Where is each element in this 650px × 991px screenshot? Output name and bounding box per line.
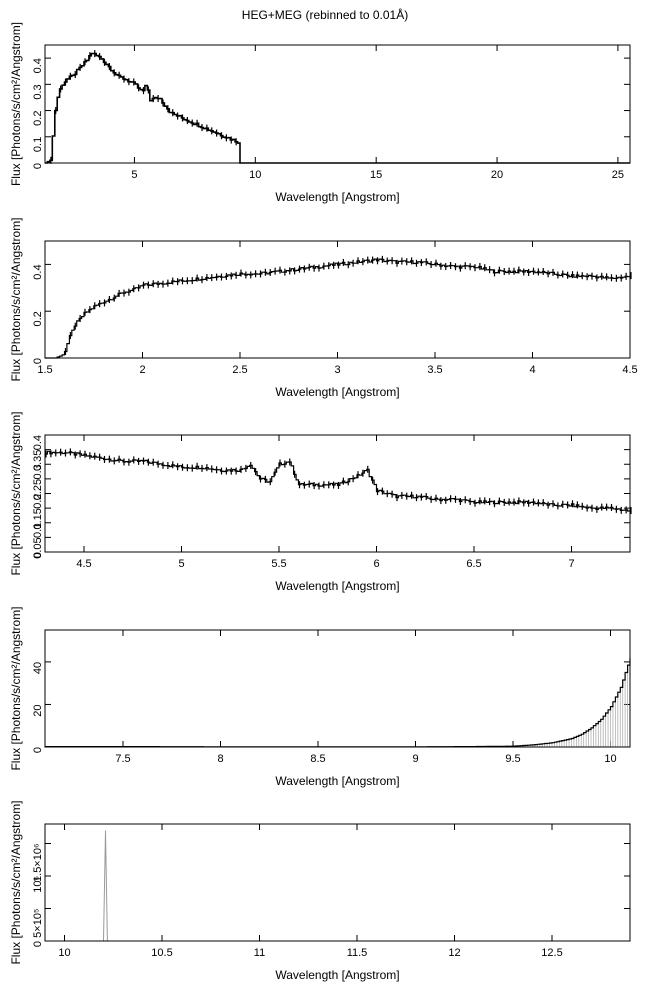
x-tick-label: 10 [249, 169, 261, 181]
y-tick-label: 0 [32, 358, 44, 364]
x-tick-label: 4.5 [76, 558, 91, 570]
x-tick-label: 1.5 [37, 364, 52, 376]
y-tick-label: 0.2 [32, 311, 44, 326]
series-line [45, 258, 631, 359]
y-tick-label: 10⁶ [32, 876, 44, 893]
x-axis-label: Wavelength [Angstrom] [275, 190, 399, 204]
error-bars [45, 448, 632, 515]
y-tick-label: 0 [32, 941, 44, 947]
chart-panel-3: 4.5 5 5.5 6 6.5 7 00.050.10.150.20.250.30.350.… [9, 411, 632, 593]
y-tick-label: 0 [32, 552, 44, 558]
x-tick-label: 15 [370, 169, 382, 181]
x-tick-label: 5 [131, 169, 137, 181]
plot-frame [44, 240, 631, 359]
plot-frame [44, 44, 631, 164]
series-line [45, 450, 631, 512]
x-tick-label: 7.5 [115, 753, 130, 765]
x-tick-label: 20 [491, 169, 503, 181]
x-tick-label: 8 [217, 753, 223, 765]
y-tick-label: 5×10⁵ [32, 909, 44, 938]
x-axis-label: Wavelength [Angstrom] [275, 385, 399, 399]
error-bars [64, 255, 632, 355]
x-tick-label: 10.5 [151, 947, 172, 959]
x-tick-label: 11 [254, 947, 265, 959]
x-tick-label: 5.5 [271, 558, 286, 570]
x-tick-label: 2.5 [232, 364, 247, 376]
plot-frame [44, 823, 631, 942]
x-tick-label: 2 [139, 364, 145, 376]
x-tick-label: 10 [604, 753, 616, 765]
y-tick-label: 0.1 [32, 137, 44, 152]
y-tick-label: 0.05 [32, 537, 44, 558]
y-tick-label: 20 [32, 704, 44, 716]
x-tick-label: 6.5 [466, 558, 481, 570]
y-axis-label: Flux [Photons/s/cm²/Angstrom] [9, 22, 23, 186]
plot-frame [44, 434, 631, 553]
x-tick-label: 8.5 [310, 753, 325, 765]
plot-frame [44, 629, 631, 748]
x-tick-label: 10 [58, 947, 70, 959]
error-bars [495, 657, 631, 747]
y-tick-label: 0.2 [32, 494, 44, 509]
y-tick-label: 0.15 [32, 508, 44, 529]
x-axis-label: Wavelength [Angstrom] [275, 579, 399, 593]
x-tick-label: 25 [612, 169, 624, 181]
y-axis-label: Flux [Photons/s/cm²/Angstrom] [9, 800, 23, 964]
y-tick-label: 1.5×10⁶ [32, 844, 44, 882]
chart-panel-4: 7.5 8 8.5 9 9.5 10 0 20 40 Wavelength [Angstrom] F… [9, 606, 631, 788]
x-tick-label: 4 [529, 364, 535, 376]
x-tick-label: 9 [412, 753, 418, 765]
y-tick-label: 40 [32, 662, 44, 674]
x-tick-label: 6 [373, 558, 379, 570]
series-line [45, 52, 630, 164]
x-tick-label: 11.5 [347, 947, 368, 959]
y-tick-label: 0.4 [32, 264, 44, 279]
x-axis-label: Wavelength [Angstrom] [275, 968, 399, 982]
x-tick-label: 3 [334, 364, 340, 376]
y-tick-label: 0 [32, 747, 44, 753]
chart-panel-1: 5 10 15 20 25 0 0.1 0.2 0.3 0.4 Wavelength [Angstr… [9, 22, 631, 204]
x-tick-label: 7 [568, 558, 574, 570]
y-tick-label: 0.4 [32, 435, 44, 450]
x-tick-label: 5 [178, 558, 184, 570]
y-tick-label: 0.25 [32, 479, 44, 500]
x-axis-label: Wavelength [Angstrom] [275, 774, 399, 788]
x-tick-label: 4.5 [622, 364, 637, 376]
y-axis-label: Flux [Photons/s/cm²/Angstrom] [9, 411, 23, 575]
x-tick-label: 3.5 [427, 364, 442, 376]
figure-title: HEG+MEG (rebinned to 0.01Å) [241, 8, 409, 22]
y-tick-label: 0.3 [32, 464, 44, 479]
y-tick-label: 0.1 [32, 523, 44, 538]
x-tick-label: 12.5 [541, 947, 562, 959]
y-tick-label: 0.4 [32, 58, 44, 73]
y-tick-label: 0.3 [32, 84, 44, 99]
y-axis-label: Flux [Photons/s/cm²/Angstrom] [9, 217, 23, 381]
y-axis-label: Flux [Photons/s/cm²/Angstrom] [9, 606, 23, 770]
y-tick-label: 0.2 [32, 111, 44, 126]
y-tick-label: 0.35 [32, 450, 44, 471]
x-tick-label: 9.5 [505, 753, 520, 765]
x-tick-label: 12 [448, 947, 460, 959]
chart-panel-2: 1.5 2 2.5 3 3.5 4 4.5 0 0.2 0.4 Wavelength [Angstr… [9, 217, 638, 399]
y-tick-label: 0 [32, 163, 44, 169]
series-line [45, 830, 630, 942]
series-line [45, 657, 631, 748]
